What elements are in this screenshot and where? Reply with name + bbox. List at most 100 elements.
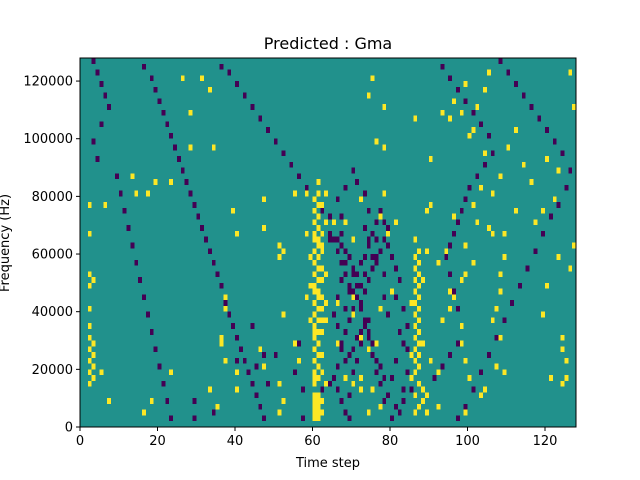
heatmap-cell-high (99, 369, 104, 376)
heatmap-cell-high (207, 86, 212, 93)
heatmap-cell-high (382, 190, 387, 197)
heatmap-cell-low (335, 386, 340, 393)
heatmap-cell-low (455, 340, 460, 347)
heatmap-cell-high (409, 300, 414, 306)
heatmap-cell-high (211, 144, 216, 151)
heatmap-cell-low (250, 380, 255, 387)
heatmap-cell-low (374, 219, 379, 226)
heatmap-cell-low (169, 132, 173, 139)
heatmap-cell-high (413, 334, 418, 341)
heatmap-cell-low (362, 271, 367, 278)
heatmap-cell-low (359, 259, 363, 266)
y-tick-label: 0 (65, 421, 73, 436)
heatmap-cell-high (366, 92, 371, 99)
heatmap-cell-low (200, 225, 204, 231)
heatmap-cell-high (312, 403, 317, 410)
heatmap-cell-high (316, 277, 321, 283)
heatmap-cell-high (463, 409, 468, 416)
heatmap-cell-low (479, 369, 483, 376)
heatmap-cell-high (471, 127, 476, 133)
heatmap-cell-low (455, 415, 460, 422)
heatmap-cell-low (564, 184, 569, 191)
heatmap-cell-low (366, 207, 371, 214)
heatmap-cell-low (397, 277, 402, 283)
heatmap-cell-high (320, 352, 325, 358)
heatmap-cell-low (347, 352, 352, 358)
heatmap-cell-high (262, 196, 266, 203)
heatmap-cell-high (359, 334, 363, 341)
heatmap-cell-high (293, 190, 297, 197)
heatmap-cell-low (254, 363, 259, 370)
heatmap-cell-high (316, 179, 321, 185)
heatmap-cell-high (312, 369, 317, 376)
heatmap-cell-low (242, 357, 247, 364)
heatmap-cell-high (413, 369, 418, 376)
heatmap-cell-high (277, 254, 282, 260)
heatmap-cell-high (312, 409, 317, 416)
heatmap-cell-low (455, 219, 460, 226)
heatmap-cell-high (494, 363, 499, 370)
heatmap-cell-high (421, 386, 425, 393)
heatmap-cell-low (548, 213, 553, 220)
heatmap-cell-high (312, 196, 317, 203)
heatmap-cell-high (320, 277, 325, 283)
heatmap-cell-low (366, 277, 371, 283)
heatmap-cell-high (564, 375, 569, 381)
heatmap-cell-low (215, 271, 220, 278)
heatmap-cell-low (359, 300, 363, 306)
heatmap-cell-high (320, 398, 325, 404)
x-tick-label: 80 (382, 434, 399, 449)
heatmap-cell-low (266, 380, 270, 387)
heatmap-cell-low (448, 75, 452, 82)
heatmap-cell-high (436, 259, 441, 266)
heatmap-cell-high (324, 380, 328, 387)
heatmap-cell-high (316, 294, 321, 301)
heatmap-cell-low (219, 63, 224, 70)
heatmap-cell-low (351, 167, 356, 174)
heatmap-cell-high (312, 380, 317, 387)
heatmap-cell-low (238, 346, 243, 353)
heatmap-cell-high (149, 398, 154, 404)
heatmap-cell-low (355, 357, 359, 364)
heatmap-cell-low (235, 334, 239, 341)
heatmap-cell-high (413, 300, 418, 306)
heatmap-cell-low (273, 352, 278, 358)
heatmap-cell-high (343, 375, 348, 381)
heatmap-cell-low (126, 225, 131, 231)
heatmap-cell-low (393, 357, 398, 364)
heatmap-cell-high (417, 294, 421, 301)
heatmap-cell-high (417, 328, 421, 335)
heatmap-cell-low (490, 150, 495, 157)
heatmap-cell-low (374, 369, 379, 376)
heatmap-cell-high (514, 207, 518, 214)
heatmap-cell-low (370, 352, 375, 358)
heatmap-cell-high (320, 294, 325, 301)
heatmap-cell-high (153, 179, 158, 185)
heatmap-cell-low (343, 409, 348, 416)
heatmap-cell-high (316, 225, 321, 231)
heatmap-cell-high (134, 190, 139, 197)
heatmap-cell-high (312, 282, 317, 289)
heatmap-cell-low (386, 225, 390, 231)
heatmap-cell-low (273, 138, 278, 145)
heatmap-cell-low (142, 294, 146, 301)
heatmap-cell-high (366, 409, 371, 416)
heatmap-cell-low (362, 323, 367, 329)
heatmap-cell-high (312, 248, 317, 255)
heatmap-cell-low (405, 369, 410, 376)
heatmap-cell-high (486, 69, 491, 76)
heatmap-cell-high (87, 357, 92, 364)
heatmap-cell-low (173, 144, 177, 151)
heatmap-cell-high (467, 375, 472, 381)
heatmap-cell-low (351, 288, 356, 295)
heatmap-cell-high (262, 225, 266, 231)
y-tick-label: 20000 (32, 363, 73, 378)
heatmap-cell-high (91, 363, 96, 370)
heatmap-cell-low (463, 98, 468, 105)
heatmap-cell-high (316, 317, 321, 324)
heatmap-cell-low (211, 409, 216, 416)
heatmap-cell-low (448, 242, 452, 249)
heatmap-cell-high (258, 346, 263, 353)
heatmap-cell-low (366, 328, 371, 335)
heatmap-cell-low (351, 271, 356, 278)
